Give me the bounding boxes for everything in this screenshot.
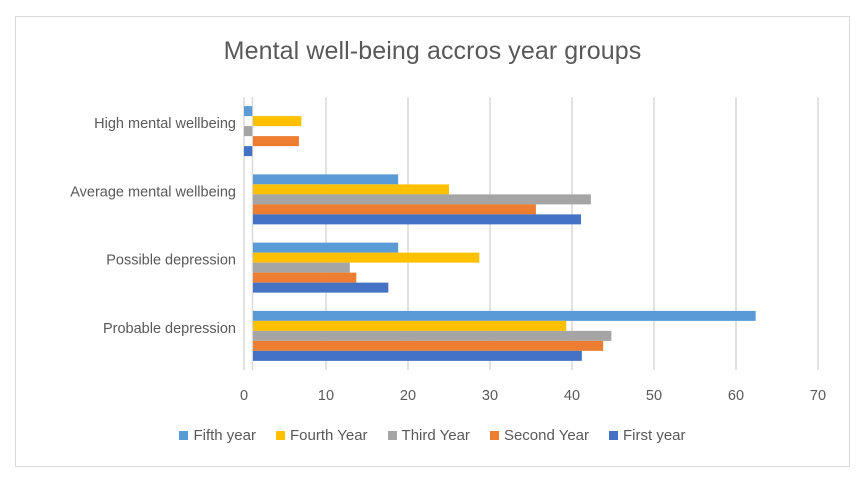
- category-label: Possible depression: [106, 253, 236, 269]
- category-label: High mental wellbeing: [94, 116, 236, 132]
- category-label: Average mental wellbeing: [70, 184, 236, 200]
- bar-second-year: [253, 272, 357, 283]
- x-tick-label: 30: [482, 388, 498, 404]
- bar-fifth-year: [253, 242, 399, 253]
- x-tick-label: 40: [564, 388, 580, 404]
- bar-first-year: [253, 214, 582, 225]
- bar-fourth-year: [253, 320, 567, 331]
- legend-item: Second Year: [489, 427, 590, 444]
- legend-item: Fifth year: [179, 427, 256, 444]
- bar-first-year: [253, 282, 389, 293]
- x-tick-label: 10: [318, 388, 334, 404]
- legend-swatch: [275, 431, 285, 440]
- bar-fifth-year: [253, 310, 756, 321]
- legend-label: Fifth year: [193, 427, 256, 444]
- bar-third-year: [244, 126, 253, 137]
- legend-swatch: [489, 431, 499, 440]
- legend-item: First year: [609, 427, 686, 444]
- chart-title: Mental well-being accros year groups: [223, 37, 642, 65]
- bar-first-year: [244, 146, 253, 157]
- bar-fourth-year: [253, 184, 449, 195]
- bar-fourth-year: [253, 116, 302, 127]
- bar-third-year: [253, 330, 612, 341]
- legend-label: First year: [623, 427, 686, 444]
- x-tick-label: 60: [728, 388, 744, 404]
- legend-label: Fourth Year: [289, 427, 368, 444]
- bar-second-year: [253, 136, 299, 147]
- legend-swatch: [179, 431, 189, 440]
- legend-item: Fourth Year: [275, 427, 368, 444]
- bar-fourth-year: [253, 252, 480, 263]
- legend-label: Second Year: [503, 427, 590, 444]
- legend-item: Third Year: [387, 427, 470, 444]
- bar-fifth-year: [253, 174, 399, 185]
- category-labels: High mental wellbeing Average mental well…: [70, 116, 236, 337]
- bar-third-year: [253, 262, 350, 273]
- bar-fifth-year: [244, 106, 253, 117]
- x-tick-label: 20: [400, 388, 416, 404]
- bar-second-year: [253, 204, 536, 215]
- bar-third-year: [253, 194, 591, 205]
- tick-labels: 0 10 20 30 40 50 60 70: [240, 388, 826, 404]
- x-tick-label: 70: [810, 388, 826, 404]
- legend-swatch: [609, 431, 619, 440]
- x-tick-label: 0: [240, 388, 248, 404]
- bar-second-year: [253, 340, 604, 351]
- x-tick-label: 50: [646, 388, 662, 404]
- chart-frame: [15, 16, 850, 467]
- bars: [244, 106, 756, 361]
- legend-label: Third Year: [401, 427, 470, 444]
- legend-swatch: [387, 431, 397, 440]
- legend: Fifth year Fourth Year Third Year Second Ye…: [0, 427, 865, 444]
- bar-first-year: [253, 350, 582, 361]
- category-label: Probable depression: [103, 321, 236, 337]
